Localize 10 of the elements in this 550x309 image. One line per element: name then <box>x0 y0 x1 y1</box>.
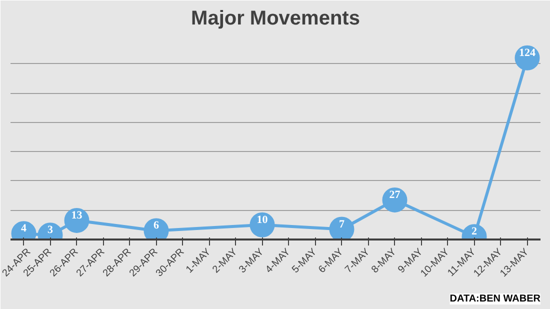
data-label: 27 <box>389 188 401 201</box>
chart-title: Major Movements <box>191 8 360 30</box>
data-label: 7 <box>339 218 345 230</box>
data-label: 6 <box>154 220 160 232</box>
text: DATA:BEN WABER <box>450 294 542 304</box>
data-label: 10 <box>256 214 268 226</box>
data-label: 4 <box>21 222 27 235</box>
point <box>329 216 354 240</box>
data-label: 13 <box>71 209 83 222</box>
data-label: 124 <box>519 46 536 59</box>
